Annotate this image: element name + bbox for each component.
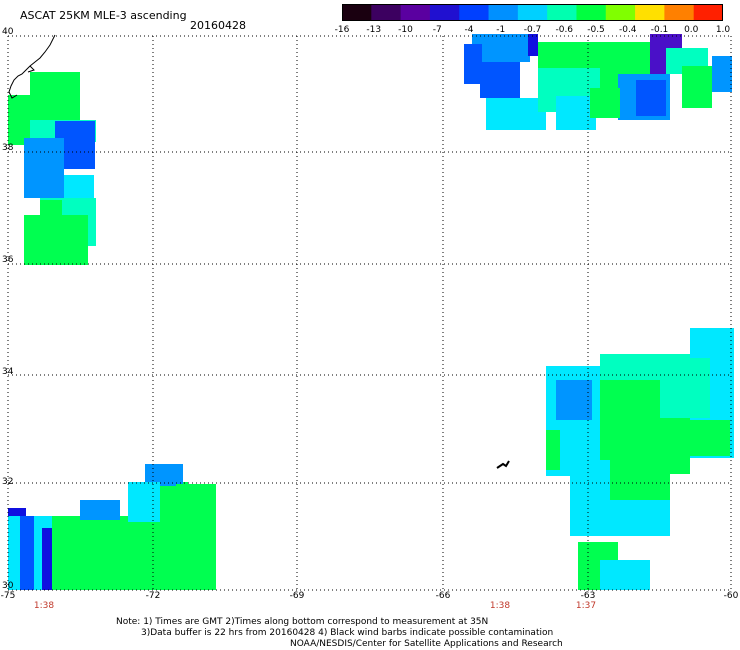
colorbar-label: -0.5 [587, 25, 605, 35]
graticule [7, 35, 732, 591]
map-title: ASCAT 25KM MLE-3 ascending [20, 9, 187, 22]
note-line-1: Note: 1) Times are GMT 2)Times along bot… [116, 617, 489, 627]
wind-cell [610, 430, 670, 500]
colorbar-swatch [576, 4, 607, 21]
colorbar-label: -0.4 [618, 25, 637, 35]
wind-cell [528, 34, 538, 56]
time-label: 1:38 [33, 601, 55, 611]
colorbar-label: -7 [432, 25, 442, 35]
colorbar-swatch [371, 4, 402, 21]
lat-label: 38 [2, 143, 14, 153]
wind-cell [52, 516, 132, 590]
wind-cell [20, 516, 34, 590]
wind-cell [42, 528, 52, 590]
colorbar-label: -0.7 [523, 25, 542, 35]
lat-label: 30 [2, 581, 14, 591]
colorbar-label: 1.0 [715, 25, 731, 35]
wind-cell [590, 88, 620, 118]
colorbar-label: -0.1 [650, 25, 669, 35]
colorbar-swatch [400, 4, 431, 21]
wind-cell [145, 464, 183, 486]
wind-cell [682, 66, 712, 108]
coastline-icon [8, 34, 56, 99]
wind-barb-icon [496, 460, 510, 469]
wind-cell [556, 380, 592, 420]
note-line-2: 3)Data buffer is 22 hrs from 20160428 4)… [141, 628, 554, 638]
colorbar-label: -13 [366, 25, 382, 35]
colorbar-swatch [547, 4, 577, 21]
wind-cell [556, 96, 596, 130]
lat-label: 40 [2, 27, 14, 37]
note-line-3: NOAA/NESDIS/Center for Satellite Applica… [290, 639, 563, 649]
colorbar-label: -1 [496, 25, 506, 35]
wind-cell [40, 200, 62, 236]
wind-cell [712, 56, 732, 92]
lon-label: -69 [289, 591, 305, 601]
colorbar-swatch [429, 4, 460, 21]
colorbar-label: -16 [334, 25, 350, 35]
wind-cell [464, 44, 482, 84]
colorbar-swatch [635, 4, 665, 21]
wind-cell [80, 500, 120, 520]
colorbar-swatch [693, 4, 723, 21]
colorbar-label: -4 [464, 25, 474, 35]
lat-label: 32 [2, 477, 14, 487]
wind-cell [546, 430, 560, 470]
lon-label: -63 [580, 591, 596, 601]
colorbar-swatch [488, 4, 519, 21]
wind-cell [128, 482, 160, 522]
colorbar-swatch [664, 4, 695, 21]
wind-cell [600, 560, 650, 590]
wind-cell [24, 138, 64, 198]
time-label: 1:38 [489, 601, 511, 611]
colorbar [342, 4, 723, 21]
lon-label: -66 [435, 591, 451, 601]
wind-cell [486, 98, 546, 130]
colorbar-label: -0.6 [555, 25, 574, 35]
colorbar-label: 0.0 [684, 25, 699, 35]
lat-label: 34 [2, 367, 14, 377]
time-label: 1:37 [575, 601, 597, 611]
lon-label: -72 [145, 591, 161, 601]
lat-label: 36 [2, 255, 14, 265]
wind-cell [480, 62, 520, 98]
wind-cell [176, 484, 216, 590]
colorbar-swatch [342, 4, 372, 21]
colorbar-swatch [517, 4, 548, 21]
wind-swaths [8, 34, 734, 590]
colorbar-swatch [459, 4, 490, 21]
map-date: 20160428 [190, 19, 246, 32]
wind-cell [660, 358, 710, 418]
lon-label: -60 [723, 591, 739, 601]
colorbar-label: -10 [398, 25, 413, 35]
wind-cell [636, 80, 666, 116]
lon-label: -75 [0, 591, 16, 601]
colorbar-swatch [605, 4, 636, 21]
wind-cell [690, 420, 730, 456]
